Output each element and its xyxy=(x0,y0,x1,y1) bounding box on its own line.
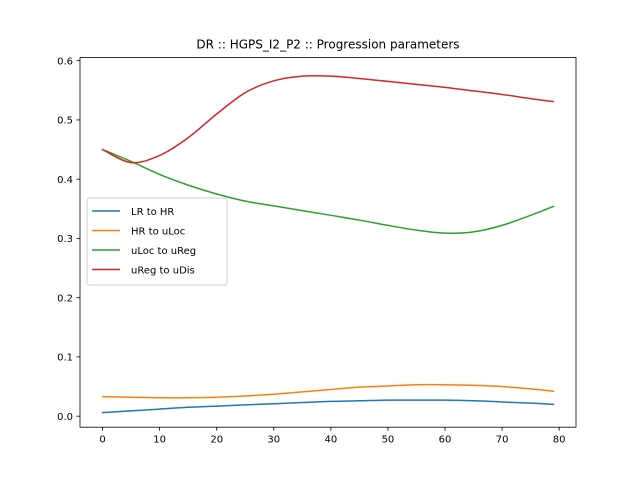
x-tick-label: 10 xyxy=(153,435,166,446)
y-tick-label: 0.1 xyxy=(57,353,73,364)
chart-title: DR :: HGPS_I2_P2 :: Progression paramete… xyxy=(196,38,459,52)
x-tick-label: 60 xyxy=(439,435,452,446)
x-tick-label: 20 xyxy=(210,435,223,446)
y-tick-label: 0.2 xyxy=(57,293,73,304)
y-tick-label: 0.6 xyxy=(57,56,73,67)
legend-label: uReg to uDis xyxy=(131,266,195,277)
series-layer xyxy=(101,74,555,414)
series-line-3 xyxy=(101,74,555,164)
x-tick-label: 80 xyxy=(553,435,566,446)
legend-label: HR to uLoc xyxy=(131,227,185,238)
x-tick-label: 70 xyxy=(496,435,509,446)
y-axis: 0.0 0.1 0.2 0.3 0.4 0.5 0.6 xyxy=(57,56,80,423)
x-tick-label: 50 xyxy=(382,435,395,446)
y-tick-label: 0.5 xyxy=(57,116,73,127)
y-tick-label: 0.3 xyxy=(57,234,73,245)
x-tick-label: 30 xyxy=(267,435,280,446)
series-line-1 xyxy=(101,383,555,399)
legend-box xyxy=(86,197,228,286)
x-axis: 0 10 20 30 40 50 60 70 80 xyxy=(99,427,566,446)
x-tick-label: 40 xyxy=(324,435,337,446)
y-tick-label: 0.4 xyxy=(57,175,73,186)
x-tick-label: 0 xyxy=(99,435,105,446)
y-tick-label: 0.0 xyxy=(57,412,73,423)
legend-label: uLoc to uReg xyxy=(131,246,196,257)
legend: LR to HR HR to uLoc uLoc to uReg uReg to uD… xyxy=(86,197,228,286)
series-line-0 xyxy=(101,399,555,414)
legend-label: LR to HR xyxy=(131,207,174,218)
series-line-2 xyxy=(101,148,555,234)
plot-frame xyxy=(79,57,577,428)
